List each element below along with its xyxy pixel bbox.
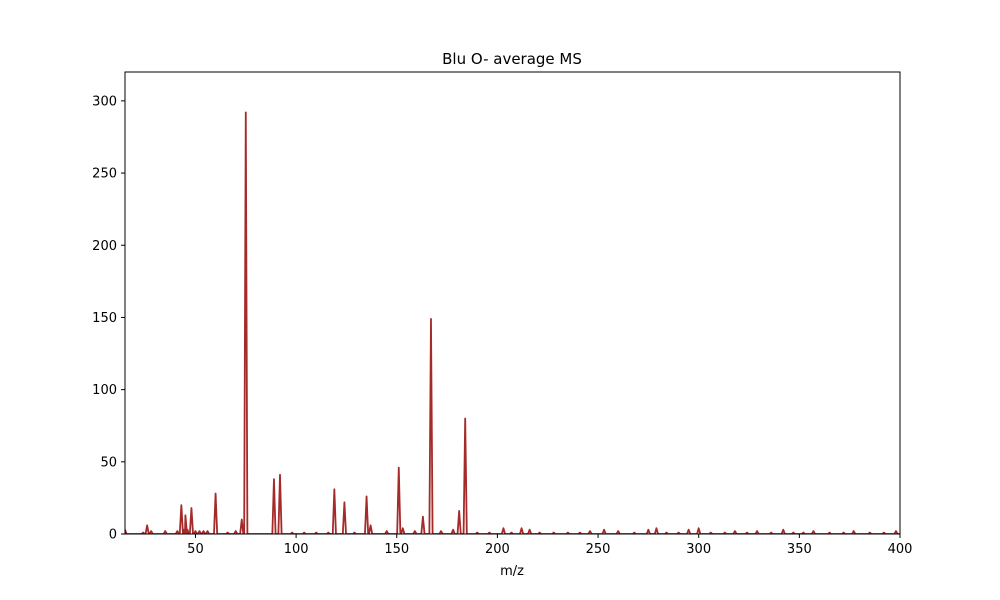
plot-area <box>125 111 900 534</box>
x-tick-label: 250 <box>586 542 611 557</box>
y-tick-label: 100 <box>92 383 117 398</box>
x-tick-label: 350 <box>787 542 812 557</box>
x-axis-ticks: 50 100 150 200 250 300 350 400 <box>187 534 912 557</box>
axes-frame <box>124 71 901 535</box>
y-axis-ticks: 0 50 100 150 200 250 300 <box>92 94 125 543</box>
y-tick-label: 50 <box>100 455 117 470</box>
x-tick-label: 300 <box>686 542 711 557</box>
x-tick-label: 50 <box>187 542 204 557</box>
x-tick-label: 400 <box>888 542 913 557</box>
x-tick-label: 100 <box>284 542 309 557</box>
y-tick-label: 250 <box>92 167 117 182</box>
x-tick-label: 150 <box>384 542 409 557</box>
y-tick-label: 200 <box>92 239 117 254</box>
chart-title: Blu O- average MS <box>442 50 582 68</box>
x-axis-label: m/z <box>500 564 524 579</box>
y-tick-label: 150 <box>92 311 117 326</box>
x-tick-label: 200 <box>485 542 510 557</box>
y-tick-label: 300 <box>92 94 117 109</box>
y-tick-label: 0 <box>109 528 117 543</box>
spectrum-series-line <box>125 111 900 534</box>
